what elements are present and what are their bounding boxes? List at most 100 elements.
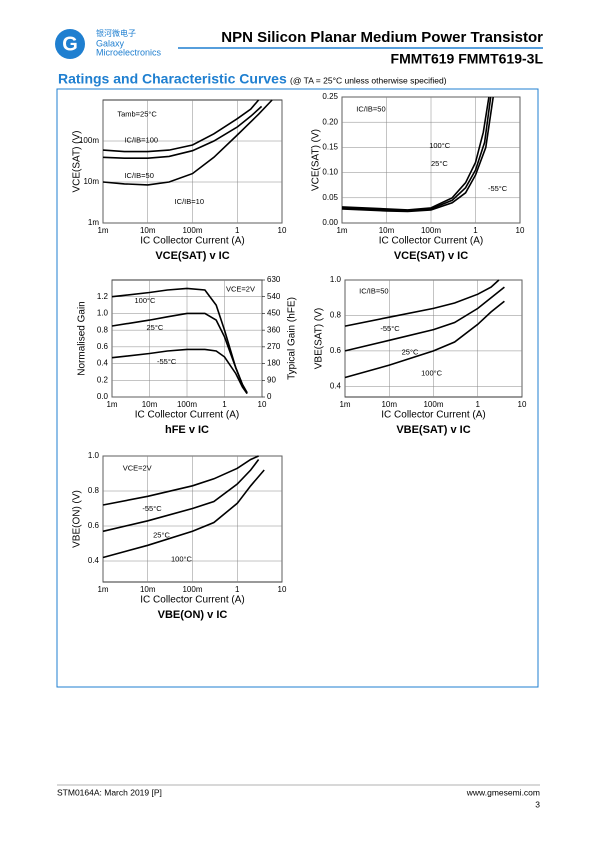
x-tick-label: 1m — [97, 226, 108, 235]
x-tick-label: 1 — [235, 226, 240, 235]
chart-title: VBE(ON) v IC — [158, 609, 228, 621]
curve — [344, 279, 500, 327]
curve-label: 100°C — [429, 141, 451, 150]
y-tick-label: 0.10 — [322, 168, 338, 177]
x-tick-label: 1m — [97, 585, 108, 594]
x-tick-label: 100m — [182, 226, 202, 235]
curve — [341, 96, 494, 213]
curve — [102, 459, 260, 533]
y-tick-label: 0.6 — [97, 342, 109, 351]
curve-label: -55°C — [488, 184, 508, 193]
y-tick-label: 0.8 — [88, 486, 100, 495]
curve — [102, 469, 265, 559]
y2-tick-label: 360 — [267, 325, 281, 334]
y-tick-label: 10m — [83, 177, 99, 186]
y-tick-label: 0.2 — [97, 375, 109, 384]
curve-label: IC/IB=50 — [124, 171, 153, 180]
curve-label: 25°C — [402, 348, 419, 357]
y-tick-label: 0.8 — [97, 325, 109, 334]
logo-mark: G — [62, 33, 78, 55]
x-tick-label: 10 — [518, 400, 527, 409]
curve — [102, 99, 273, 186]
y2-tick-label: 90 — [267, 375, 276, 384]
curve — [102, 105, 263, 159]
doc-title: NPN Silicon Planar Medium Power Transist… — [221, 29, 543, 46]
x-tick-label: 10m — [142, 400, 158, 409]
x-tick-label: 1 — [476, 400, 481, 409]
y-tick-label: 0.4 — [88, 556, 100, 565]
y-tick-label: 0.6 — [88, 521, 100, 530]
curve — [111, 348, 248, 395]
curve-label: -55°C — [157, 357, 177, 366]
annotation: IC/IB=50 — [356, 105, 385, 114]
y-tick-label: 0.05 — [322, 193, 338, 202]
x-axis-label: IC Collector Current (A) — [381, 410, 485, 421]
x-tick-label: 1 — [473, 226, 478, 235]
y-tick-label: 1.0 — [97, 309, 109, 318]
footer-doc: STM0164A: March 2019 [P] — [57, 787, 162, 797]
x-tick-label: 100m — [421, 226, 441, 235]
x-axis-label: IC Collector Current (A) — [379, 236, 483, 247]
x-tick-label: 1 — [235, 585, 240, 594]
x-axis-label: IC Collector Current (A) — [140, 236, 244, 247]
y-axis-label: Normalised Gain — [77, 301, 88, 375]
annotation: Tamb=25°C — [117, 110, 157, 119]
y-tick-label: 1m — [88, 218, 99, 227]
x-tick-label: 10m — [140, 585, 156, 594]
chart-title: VCE(SAT) v IC — [394, 250, 468, 262]
section-note: (@ TA = 25°C unless otherwise specified) — [290, 75, 447, 85]
curve-label: 25°C — [431, 159, 448, 168]
curve — [111, 312, 248, 394]
curve-label: 100°C — [171, 554, 193, 563]
y-axis-label: VCE(SAT) (V) — [72, 130, 83, 192]
frame — [56, 88, 539, 688]
curve-label: IC/IB=10 — [175, 197, 204, 206]
x-tick-label: 1m — [336, 226, 347, 235]
y-tick-label: 0.4 — [97, 359, 109, 368]
x-tick-label: 10m — [140, 226, 156, 235]
y2-tick-label: 0 — [267, 392, 272, 401]
curve-label: -55°C — [380, 324, 400, 333]
y-tick-label: 1.0 — [88, 451, 100, 460]
x-tick-label: 100m — [177, 400, 197, 409]
curve-label: IC/IB=100 — [124, 136, 158, 145]
curve-label: 100°C — [421, 369, 443, 378]
logo — [55, 29, 85, 59]
y-tick-label: 0.25 — [322, 92, 338, 101]
curve — [344, 286, 505, 352]
y-axis-label: VBE(ON) (V) — [72, 490, 83, 548]
y-axis-label: VBE(SAT) (V) — [314, 308, 325, 369]
y-tick-label: 0.0 — [97, 392, 109, 401]
curve — [341, 96, 490, 211]
y-tick-label: 0.4 — [330, 381, 342, 390]
curve — [102, 455, 259, 506]
curve — [344, 300, 505, 379]
x-axis-label: IC Collector Current (A) — [140, 595, 244, 606]
footer-url: www.gmesemi.com — [466, 787, 540, 797]
x-tick-label: 1 — [222, 400, 227, 409]
y-tick-label: 1.2 — [97, 292, 109, 301]
curve-label: 25°C — [153, 530, 170, 539]
y2-tick-label: 180 — [267, 359, 281, 368]
chart-title: hFE v IC — [165, 424, 209, 436]
chart-title: VCE(SAT) v IC — [155, 250, 229, 262]
y2-tick-label: 540 — [267, 292, 281, 301]
y-tick-label: 0.6 — [330, 346, 342, 355]
y-tick-label: 0.15 — [322, 143, 338, 152]
y-tick-label: 1.0 — [330, 275, 342, 284]
annotation: VCE=2V — [123, 464, 152, 473]
y2-tick-label: 450 — [267, 309, 281, 318]
x-tick-label: 1m — [106, 400, 117, 409]
annotation: VCE=2V — [226, 284, 255, 293]
x-tick-label: 10 — [278, 585, 287, 594]
y2-tick-label: 270 — [267, 342, 281, 351]
x-tick-label: 100m — [423, 400, 443, 409]
y-axis-label: VCE(SAT) (V) — [311, 129, 322, 191]
logo-en: Microelectronics — [96, 47, 162, 57]
x-tick-label: 10m — [379, 226, 395, 235]
part-number: FMMT619 FMMT619-3L — [391, 51, 544, 67]
y-tick-label: 0.20 — [322, 117, 338, 126]
page-number: 3 — [535, 799, 540, 809]
y2-axis-label: Typical Gain (hFE) — [287, 297, 298, 380]
